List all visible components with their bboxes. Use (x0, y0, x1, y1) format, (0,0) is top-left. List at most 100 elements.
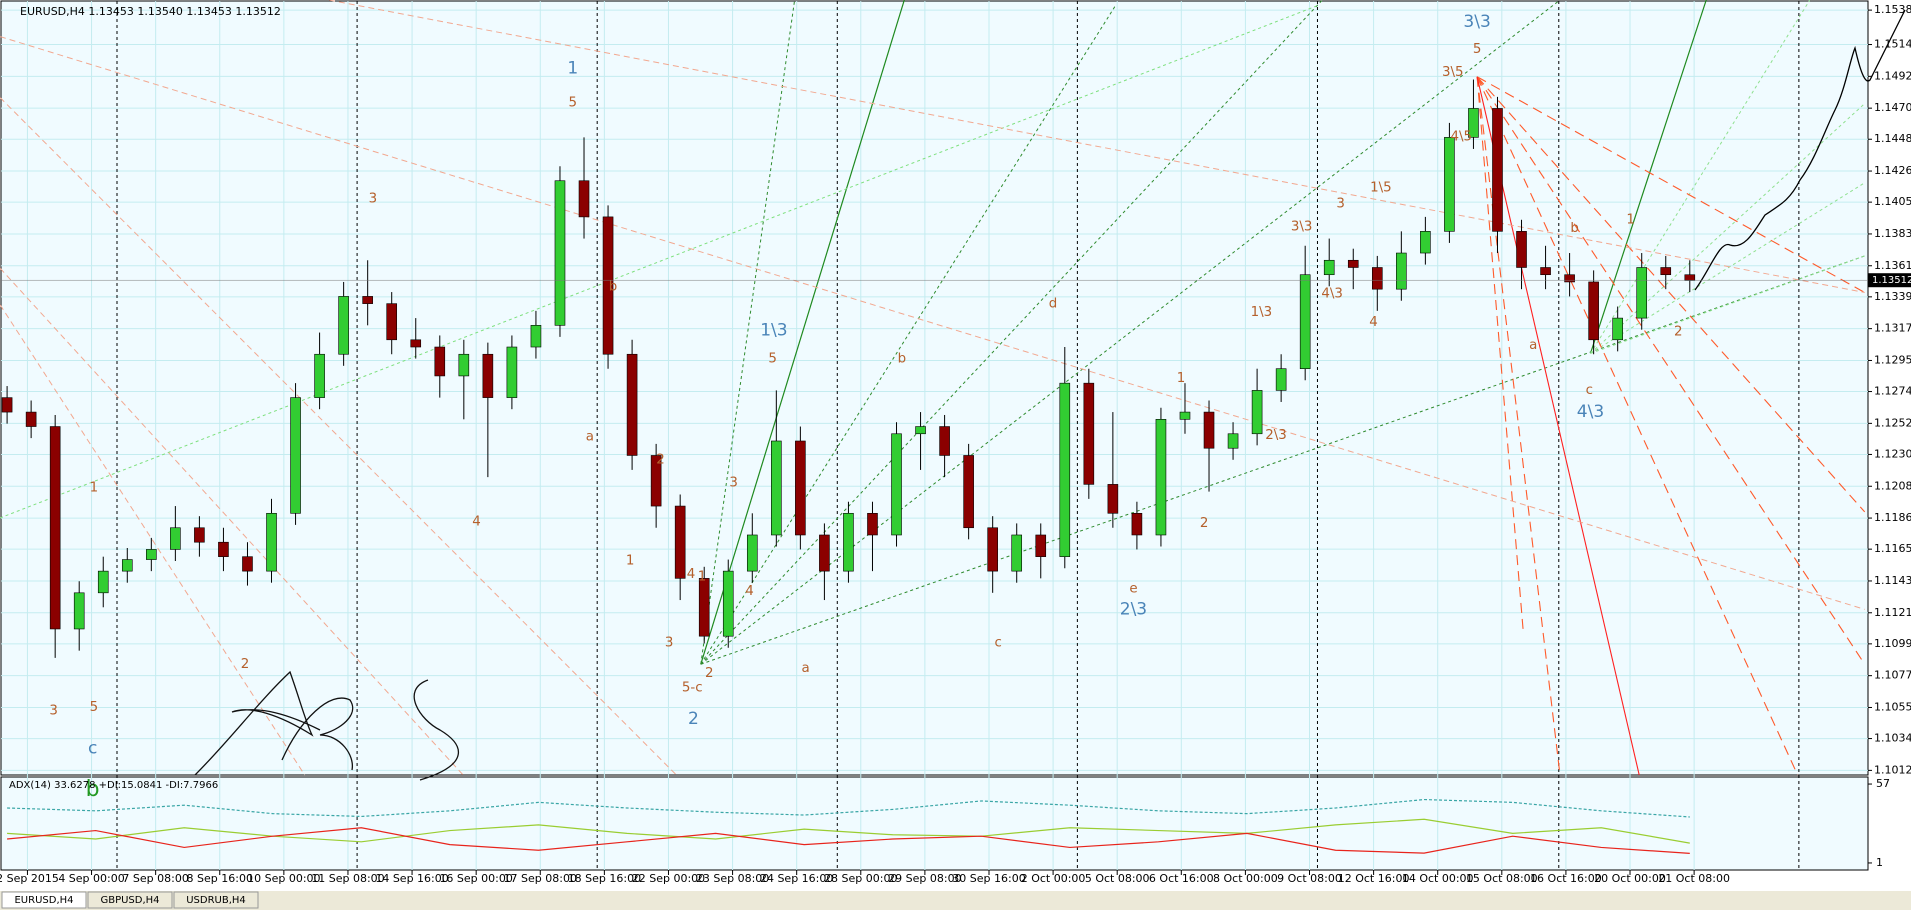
indicator-pane (0, 776, 1869, 871)
trend-line (700, 0, 1323, 665)
wave-label: 4 (1369, 315, 1378, 330)
candle-body (1059, 382, 1071, 557)
y-tick-label: 1.13832 (1874, 227, 1911, 240)
candle-body (410, 339, 422, 348)
candle-body (1179, 411, 1191, 420)
candle-body (1684, 274, 1696, 281)
x-tick-label: 2 Oct 00:00 (1021, 872, 1086, 885)
indicator-line (7, 798, 1690, 818)
tab[interactable] (87, 891, 173, 909)
wave-label: 4\3 (1577, 402, 1604, 422)
y-tick-label: 1.10777 (1874, 669, 1911, 682)
candle-body (25, 411, 37, 427)
wave-label: 4 (745, 584, 754, 599)
trend-line (1476, 76, 1799, 776)
trend-line (1476, 76, 1561, 776)
wave-label: 5 (90, 700, 99, 715)
x-tick-label: 17 Sep 08:00 (504, 872, 577, 885)
wave-label: c (1586, 383, 1593, 398)
chart-header: EURUSD,H4 1.13453 1.13540 1.13453 1.1351… (20, 5, 281, 18)
wave-label: d (1049, 296, 1058, 311)
candle-body (1203, 411, 1215, 449)
wave-label: 2 (1674, 325, 1683, 340)
x-tick-label: 12 Oct 16:00 (1338, 872, 1410, 885)
candle-body (434, 346, 446, 377)
candle-body (1347, 259, 1359, 268)
trend-line (1476, 76, 1865, 293)
candle-body (121, 559, 133, 572)
x-tick-label: 14 Oct 00:00 (1402, 872, 1474, 885)
wave-label: 3 (729, 476, 738, 491)
x-tick-label: 24 Sep 16:00 (760, 872, 833, 885)
wave-label: 2 (241, 657, 250, 672)
trend-line (1590, 255, 1865, 354)
trend-line (1476, 76, 1640, 776)
trend-line (0, 36, 1865, 610)
candle-body (1516, 231, 1527, 268)
candle-body (843, 512, 854, 572)
candle-body (698, 578, 710, 637)
wave-label: b (898, 351, 907, 366)
candle-body (1227, 433, 1239, 449)
wave-label: 3\5 (1442, 65, 1464, 80)
wave-label: 1 (698, 569, 707, 584)
indicator-line (7, 827, 1690, 854)
x-tick-label: 21 Oct 08:00 (1658, 872, 1730, 885)
last-price-label: 1.13512 (1872, 275, 1911, 286)
wave-label: c (88, 738, 97, 758)
x-tick-label: 28 Sep 00:00 (824, 872, 897, 885)
candle-body (867, 512, 878, 536)
x-tick-label: 8 Sep 16:00 (187, 872, 253, 885)
x-tick-label: 2 Sep 2015 (0, 872, 59, 885)
drawings (0, 0, 1866, 776)
wave-label: 3\3 (1463, 12, 1490, 32)
candle-body (746, 534, 758, 572)
wave-label: e (1129, 582, 1137, 597)
candle-body (1636, 267, 1648, 319)
wave-label: 5-c (682, 680, 703, 695)
wave-label: 4 (687, 567, 696, 582)
candle-body (891, 433, 902, 536)
tab[interactable] (1, 891, 87, 909)
candle-body (1396, 252, 1407, 290)
candles (1, 79, 1696, 658)
price-pane (0, 0, 1869, 776)
y-tick-label: 1.12307 (1874, 447, 1911, 460)
tab-label[interactable]: GBPUSD,H4 (100, 895, 159, 906)
wave-label: 1 (1177, 371, 1186, 386)
trend-line (700, 0, 796, 665)
candle-body (819, 534, 830, 572)
x-tick-label: 8 Oct 00:00 (1213, 872, 1278, 885)
wave-label: 1\3 (760, 320, 787, 340)
indicator-line (7, 818, 1690, 844)
wave-label: 2\3 (1265, 428, 1287, 443)
wave-label: 3\3 (1291, 220, 1313, 235)
candle-body (97, 570, 109, 594)
tab-label[interactable]: USDRUB,H4 (186, 895, 246, 906)
y-tick-label: 1.14267 (1874, 164, 1911, 177)
candle-body (1444, 137, 1455, 232)
candle-body (795, 440, 806, 536)
y-tick-label: 1.12957 (1874, 353, 1911, 366)
x-tick-label: 6 Oct 16:00 (1149, 872, 1214, 885)
wave-label: 1 (90, 481, 99, 496)
trend-line (700, 5, 1116, 665)
y-tick-label: 1.11432 (1874, 574, 1911, 587)
wave-label: 4 (472, 515, 481, 530)
candle-body (338, 296, 349, 355)
candle-body (170, 527, 181, 550)
candle-body (915, 426, 926, 435)
y-tick-label: 1.14702 (1874, 101, 1911, 114)
candle-body (1251, 390, 1263, 435)
candle-body (194, 527, 205, 543)
candle-body (722, 570, 734, 637)
candle-body (1612, 317, 1623, 341)
y-tick-label: 57 (1876, 777, 1890, 790)
y-tick-label: 1.12742 (1874, 385, 1911, 398)
candle-body (1420, 231, 1431, 254)
candle-body (674, 505, 686, 579)
tab-label[interactable]: EURUSD,H4 (14, 895, 73, 906)
tab[interactable] (173, 891, 259, 909)
x-tick-label: 15 Oct 08:00 (1466, 872, 1538, 885)
y-tick-label: 1.10342 (1874, 732, 1911, 745)
